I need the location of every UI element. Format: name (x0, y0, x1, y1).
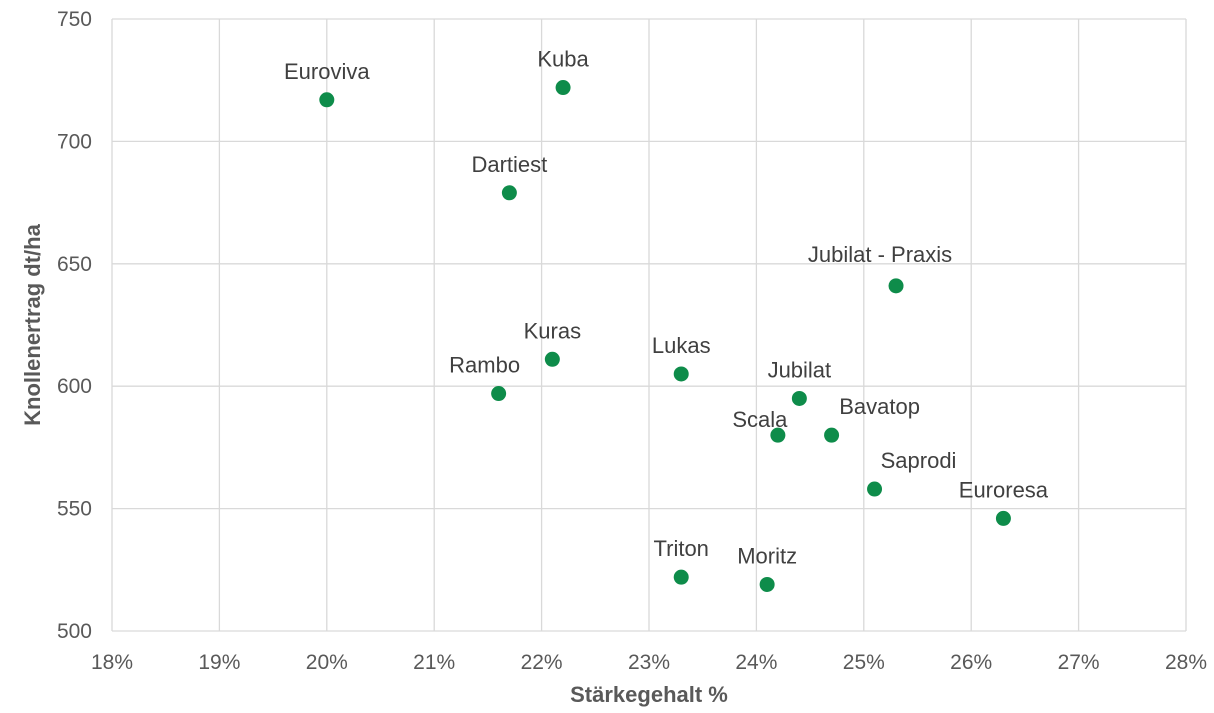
x-tick-label: 27% (1058, 651, 1100, 674)
data-point (888, 278, 904, 294)
data-point (673, 366, 689, 382)
data-label: Dartiest (471, 152, 547, 177)
x-tick-label: 26% (950, 651, 992, 674)
data-labels: Euroviva Kuba Dartiest Jubilat - Praxis Kura… (284, 47, 1049, 569)
data-point (791, 390, 807, 406)
x-tick-label: 19% (198, 651, 240, 674)
x-tick-label: 23% (628, 651, 670, 674)
data-label: Kuras (524, 318, 581, 343)
y-tick-label: 700 (57, 130, 92, 153)
x-tick-label: 25% (843, 651, 885, 674)
data-label: Scala (732, 407, 788, 432)
data-points (319, 80, 1011, 592)
data-label: Triton (654, 536, 709, 561)
x-tick-label: 18% (91, 651, 133, 674)
y-axis-title: Knollenertrag dt/ha (20, 223, 45, 425)
tick-labels: 18% 19% 20% 21% 22% 23% 24% 25% 26% 27% 28% 500 550 6… (57, 8, 1207, 674)
data-point (995, 510, 1011, 526)
data-point (673, 569, 689, 585)
data-point (555, 80, 571, 96)
y-tick-label: 600 (57, 375, 92, 398)
data-label: Euroresa (959, 477, 1049, 502)
x-tick-label: 20% (306, 651, 348, 674)
data-label: Bavatop (839, 394, 920, 419)
x-tick-label: 21% (413, 651, 455, 674)
data-point (867, 481, 883, 497)
x-tick-label: 28% (1165, 651, 1207, 674)
data-point (824, 427, 840, 443)
grid (111, 18, 1187, 632)
y-tick-label: 500 (57, 620, 92, 643)
x-tick-label: 24% (735, 651, 777, 674)
data-label: Kuba (537, 47, 589, 72)
data-label: Rambo (449, 353, 520, 378)
x-tick-label: 22% (521, 651, 563, 674)
data-point (501, 185, 517, 201)
data-label: Jubilat (768, 357, 832, 382)
data-point (491, 386, 507, 402)
data-label: Lukas (652, 333, 711, 358)
data-label: Euroviva (284, 59, 370, 84)
data-point (770, 427, 786, 443)
data-point (319, 92, 335, 108)
y-tick-label: 550 (57, 498, 92, 521)
data-point (759, 576, 775, 592)
data-point (544, 351, 560, 367)
y-tick-label: 750 (57, 8, 92, 31)
data-label: Moritz (737, 543, 797, 568)
x-axis-title: Stärkegehalt % (570, 682, 728, 707)
data-label: Jubilat - Praxis (808, 242, 952, 267)
data-label: Saprodi (881, 448, 957, 473)
y-tick-label: 650 (57, 253, 92, 276)
